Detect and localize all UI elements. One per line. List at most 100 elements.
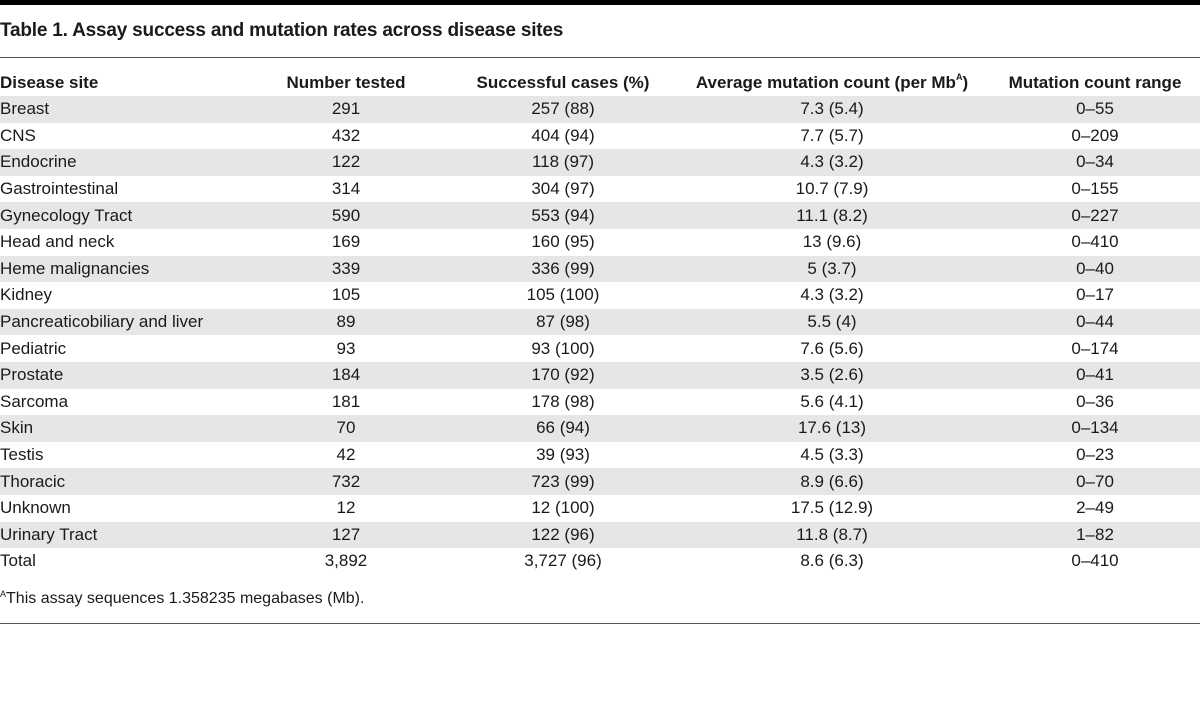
cell-avg: 7.7 (5.7) [800,125,864,145]
data-table: Disease site Number tested Successful ca… [0,69,1200,575]
cell-site: Sarcoma [0,391,69,411]
cell-tested: 181 [331,391,361,411]
table-row: Urinary Tract 127 122 (96) 11.8 (8.7) 1–82 [0,521,1200,549]
cell-success: 178 (98) [531,391,595,411]
cell-site: Thoracic [0,471,66,491]
table-row: Prostate 184 170 (92) 3.5 (2.6) 0–41 [0,361,1200,389]
cell-avg: 17.5 (12.9) [790,498,874,518]
cell-range: 0–40 [1076,258,1114,278]
cell-avg: 5 (3.7) [807,258,857,278]
cell-tested: 291 [331,99,361,119]
header-avg-footnote-marker: A [955,71,963,82]
cell-avg: 11.8 (8.7) [796,524,868,544]
table-row: Pediatric 93 93 (100) 7.6 (5.6) 0–174 [0,335,1200,362]
cell-success: 304 (97) [531,179,595,199]
table-caption: Table 1. Assay success and mutation rate… [0,20,564,41]
cell-tested: 70 [336,418,356,438]
cell-tested: 42 [336,445,356,465]
cell-avg: 5.6 (4.1) [800,391,864,411]
cell-avg: 17.6 (13) [797,418,867,438]
cell-range: 0–44 [1076,312,1114,332]
cell-tested: 12 [336,498,356,518]
cell-success: 122 (96) [531,524,595,544]
cell-success: 160 (95) [531,232,595,252]
cell-range: 0–209 [1071,125,1119,145]
header-row: Disease site Number tested Successful ca… [0,69,1200,96]
table-row: Thoracic 732 723 (99) 8.9 (6.6) 0–70 [0,468,1200,495]
table-row: CNS 432 404 (94) 7.7 (5.7) 0–209 [0,123,1200,150]
cell-success: 257 (88) [531,99,595,119]
cell-range: 0–41 [1076,365,1114,385]
cell-tested: 93 [336,338,356,358]
cell-avg: 13 (9.6) [802,232,862,252]
top-rule [0,0,1200,5]
cell-range: 2–49 [1076,498,1114,518]
header-successful-cases: Successful cases (%) [476,72,650,92]
table-row: Pancreaticobiliary and liver 89 87 (98) 5.5… [0,308,1200,336]
cell-range: 0–55 [1076,99,1114,119]
cell-avg: 7.3 (5.4) [800,99,864,119]
cell-site: Breast [0,99,50,119]
table-row: Breast 291 257 (88) 7.3 (5.4) 0–55 [0,96,1200,123]
table-row: Unknown 12 12 (100) 17.5 (12.9) 2–49 [0,495,1200,522]
cell-tested: 105 [331,285,361,305]
cell-tested: 432 [331,125,361,145]
cell-success: 39 (93) [536,445,590,465]
cell-site: Pancreaticobiliary and liver [0,312,204,332]
cell-success: 553 (94) [531,205,595,225]
cell-success: 170 (92) [531,365,595,385]
cell-site: Urinary Tract [0,524,98,544]
cell-avg: 4.3 (3.2) [800,152,864,172]
header-average-mutation-count: Average mutation count (per MbA) [674,69,990,96]
table-row: Endocrine 122 118 (97) 4.3 (3.2) 0–34 [0,149,1200,176]
cell-avg: 7.6 (5.6) [800,338,864,358]
header-disease-site: Disease site [0,72,99,92]
cell-avg: 3.5 (2.6) [800,365,864,385]
cell-success: 12 (100) [531,498,595,518]
cell-avg: 5.5 (4) [807,312,857,332]
cell-success: 105 (100) [526,285,600,305]
cell-range: 0–410 [1071,232,1119,252]
table-row: Skin 70 66 (94) 17.6 (13) 0–134 [0,415,1200,442]
cell-tested: 169 [331,232,361,252]
cell-range: 0–34 [1076,152,1114,172]
table-row: Heme malignancies 339 336 (99) 5 (3.7) 0–40 [0,255,1200,283]
cell-success: 66 (94) [536,418,590,438]
cell-site: Gastrointestinal [0,179,119,199]
cell-avg: 11.1 (8.2) [796,205,868,225]
cell-tested: 339 [331,258,361,278]
cell-avg: 8.9 (6.6) [800,471,864,491]
cell-avg: 4.5 (3.3) [800,445,864,465]
cell-range: 0–174 [1071,338,1119,358]
table-row: Testis 42 39 (93) 4.5 (3.3) 0–23 [0,442,1200,469]
cell-tested: 314 [331,179,361,199]
total-range: 0–410 [1071,551,1119,571]
cell-tested: 122 [331,152,361,172]
cell-success: 336 (99) [531,258,595,278]
total-site: Total [0,551,36,571]
cell-avg: 10.7 (7.9) [795,179,869,199]
footnote-marker: A [0,589,7,599]
cell-range: 0–23 [1076,445,1114,465]
table-footnote: AThis assay sequences 1.358235 megabases… [0,589,364,608]
table-row: Sarcoma 181 178 (98) 5.6 (4.1) 0–36 [0,389,1200,416]
total-avg: 8.6 (6.3) [800,551,864,571]
cell-site: Skin [0,418,34,438]
cell-success: 93 (100) [531,338,595,358]
cell-avg: 4.3 (3.2) [800,285,864,305]
total-tested: 3,892 [324,551,368,571]
cell-success: 87 (98) [536,312,590,332]
cell-site: Unknown [0,498,71,518]
header-avg-prefix: Average mutation count (per Mb [695,72,956,92]
cell-tested: 184 [331,365,361,385]
cell-tested: 590 [331,205,361,225]
cell-site: Testis [0,445,44,465]
table-row: Kidney 105 105 (100) 4.3 (3.2) 0–17 [0,282,1200,309]
cell-range: 0–36 [1076,391,1114,411]
cell-site: Head and neck [0,232,115,252]
cell-site: Pediatric [0,338,67,358]
cell-site: Gynecology Tract [0,205,133,225]
table-row: Head and neck 169 160 (95) 13 (9.6) 0–410 [0,229,1200,256]
total-row: Total 3,892 3,727 (96) 8.6 (6.3) 0–410 [0,548,1200,575]
header-avg-suffix: ) [962,72,969,92]
